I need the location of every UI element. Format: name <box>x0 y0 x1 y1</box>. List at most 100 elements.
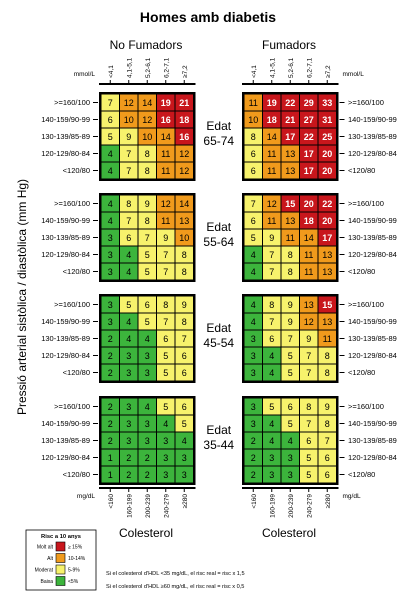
risk-cell-value: 11 <box>286 233 295 243</box>
risk-cell-value: 14 <box>179 199 189 209</box>
pressure-label: 140-159/90-99 <box>348 115 397 124</box>
risk-cell-value: 2 <box>108 334 113 344</box>
legend-swatch <box>55 564 66 575</box>
risk-cell <box>317 465 337 484</box>
risk-cell-value: 12 <box>304 317 314 327</box>
risk-cell-value: 10 <box>142 132 152 142</box>
risk-cell-value: 4 <box>108 166 113 176</box>
risk-grid-smokers-2: 4 8 9 13 15 4 7 9 12 13 3 6 7 9 11 3 4 5 7 8 3 4 5 7 8 <box>242 294 339 383</box>
risk-cell-value: 10 <box>124 115 134 125</box>
risk-cell-value: 7 <box>108 98 113 108</box>
risk-cell-value: 12 <box>142 115 152 125</box>
risk-cell-value: 13 <box>322 267 332 277</box>
risk-grid-no-smokers-2: 3 5 6 8 9 3 4 5 7 8 2 4 4 6 7 2 3 3 5 6 2 3 3 5 6 <box>99 294 196 383</box>
risk-cell-value: 4 <box>269 351 274 361</box>
risk-cell-value: 16 <box>179 132 189 142</box>
risk-cell-value: 4 <box>269 436 274 446</box>
risk-cell-value: 3 <box>288 470 293 480</box>
risk-grid-no-smokers-0: 7 12 14 19 21 6 10 12 16 18 5 9 10 14 16 4 7 8 11 12 4 7 8 11 12 <box>99 92 196 181</box>
risk-cell-value: 12 <box>179 149 189 159</box>
risk-cell-value: 7 <box>269 317 274 327</box>
pressure-label: >=160/100 <box>54 199 90 208</box>
risk-cell-value: 5 <box>126 300 131 310</box>
risk-cell-value: 2 <box>108 436 113 446</box>
pressure-label: <120/80 <box>348 166 375 175</box>
age-label: Edat <box>206 119 231 133</box>
risk-cell-value: 9 <box>288 300 293 310</box>
risk-cell-value: 8 <box>325 419 330 429</box>
pressure-label: <120/80 <box>63 368 90 377</box>
mgdl-unit-label: mg/dL <box>343 493 361 500</box>
risk-cell-value: 14 <box>304 233 314 243</box>
risk-cell-value: 2 <box>126 453 131 463</box>
grid-layer: 7 12 14 19 216 10 12 16 185 9 10 14 164 7 8 11 124 7 8 11 12… <box>41 57 397 517</box>
risk-cell-value: 9 <box>269 233 274 243</box>
age-range: 45-54 <box>203 336 234 350</box>
legend-title: Risc a 10 anys <box>41 534 81 540</box>
risk-cell-value: 12 <box>267 199 277 209</box>
risk-cell-value: 6 <box>163 334 168 344</box>
mgdl-band-label: <160 <box>251 494 258 509</box>
risk-cell-value: 7 <box>325 436 330 446</box>
risk-cell-value: 11 <box>267 216 276 226</box>
mgdl-band-label: 160-199 <box>126 494 133 518</box>
risk-cell-value: 4 <box>251 250 256 260</box>
risk-cell-value: 4 <box>145 402 150 412</box>
mmol-band-label: <4,1 <box>108 65 115 78</box>
age-range: 35-44 <box>203 438 234 452</box>
risk-cell-value: 14 <box>267 132 277 142</box>
pressure-label: 120-129/80-84 <box>41 453 90 462</box>
risk-cell-value: 22 <box>285 98 295 108</box>
risk-cell-value: 11 <box>161 216 170 226</box>
risk-cell-value: 13 <box>285 149 295 159</box>
chart-title: Homes amb diabetis <box>140 9 276 25</box>
risk-cell-value: 21 <box>285 115 295 125</box>
pressure-label: <120/80 <box>348 368 375 377</box>
risk-cell-value: 3 <box>251 351 256 361</box>
risk-cell-value: 20 <box>322 149 332 159</box>
risk-cell-value: 8 <box>145 149 150 159</box>
pressure-label: 140-159/90-99 <box>348 216 397 225</box>
risk-cell-value: 18 <box>304 216 314 226</box>
risk-cell-value: 8 <box>288 250 293 260</box>
risk-cell <box>317 161 337 180</box>
risk-cell-value: 9 <box>163 233 168 243</box>
risk-cell-value: 5 <box>108 132 113 142</box>
pressure-label: >=160/100 <box>348 98 384 107</box>
risk-cell-value: 7 <box>126 149 131 159</box>
pressure-label: 140-159/90-99 <box>41 216 90 225</box>
risk-cell-value: 6 <box>182 351 187 361</box>
risk-cell-value: 7 <box>145 233 150 243</box>
pressure-label: >=160/100 <box>54 300 90 309</box>
risk-cell-value: 22 <box>322 199 332 209</box>
risk-cell-value: 4 <box>163 419 168 429</box>
risk-cell-value: 3 <box>163 470 168 480</box>
pressure-label: 140-159/90-99 <box>41 115 90 124</box>
risk-cell-value: 3 <box>251 402 256 412</box>
legend-swatch <box>55 553 66 563</box>
risk-cell-value: 5 <box>288 419 293 429</box>
mgdl-band-label: 240-279 <box>163 494 170 518</box>
pressure-label: 130-139/85-89 <box>348 132 397 141</box>
risk-cell-value: 6 <box>325 453 330 463</box>
legend-item-range: 10-14% <box>68 556 86 562</box>
risk-cell-value: 29 <box>304 98 314 108</box>
risk-cell-value: 3 <box>269 470 274 480</box>
risk-cell-value: 6 <box>182 368 187 378</box>
pressure-label: 120-129/80-84 <box>348 453 397 462</box>
risk-cell-value: 7 <box>163 250 168 260</box>
risk-cell-value: 8 <box>251 132 256 142</box>
risk-cell-value: 33 <box>322 98 332 108</box>
pressure-label: 130-139/85-89 <box>348 334 397 343</box>
risk-cell-value: 4 <box>288 436 293 446</box>
risk-cell-value: 1 <box>108 453 113 463</box>
risk-cell-value: 5 <box>145 267 150 277</box>
risk-cell-value: 8 <box>182 250 187 260</box>
risk-cell-value: 6 <box>182 402 187 412</box>
risk-cell-value: 17 <box>304 166 314 176</box>
risk-cell-value: 11 <box>161 149 170 159</box>
mmol-band-label: 5,2-6,1 <box>145 57 152 78</box>
risk-cell-value: 9 <box>126 132 131 142</box>
risk-cell-value: 13 <box>304 300 314 310</box>
age-label: Edat <box>206 321 231 335</box>
